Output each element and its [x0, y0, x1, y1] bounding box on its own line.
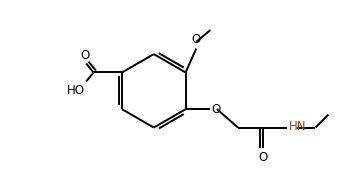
Text: O: O — [211, 103, 220, 116]
Text: O: O — [258, 151, 268, 164]
Text: HO: HO — [66, 84, 85, 97]
Text: O: O — [80, 48, 90, 62]
Text: O: O — [192, 33, 201, 46]
Text: HN: HN — [288, 120, 306, 133]
